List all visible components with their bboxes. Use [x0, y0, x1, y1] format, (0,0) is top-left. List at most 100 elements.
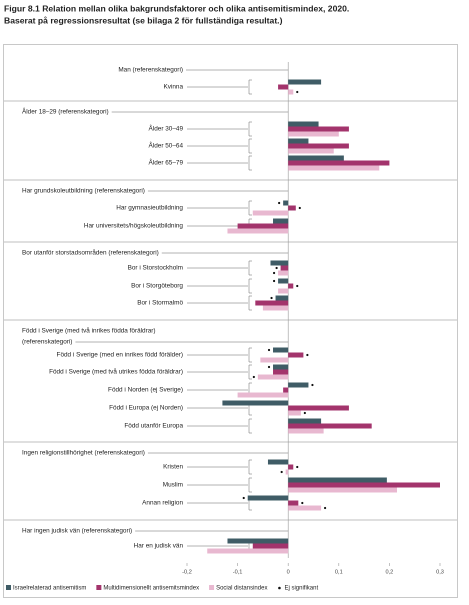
bar — [288, 89, 294, 95]
bar — [278, 288, 289, 294]
category-label: Har en judisk vän — [134, 543, 184, 550]
category-label: Muslim — [163, 482, 183, 489]
bar — [237, 392, 289, 398]
category-label: Har ingen judisk vän (referenskategori) — [22, 528, 132, 535]
bracket — [248, 278, 252, 294]
bar — [257, 374, 289, 380]
category-label: Har universitets/högskoleutbildning — [84, 223, 184, 230]
bar — [288, 487, 397, 493]
ns-dot — [270, 296, 273, 300]
bar — [288, 405, 349, 411]
ns-dot — [252, 375, 255, 379]
bracket — [248, 121, 252, 137]
category-label: Bor i Storstockholm — [128, 265, 183, 272]
bar — [288, 283, 294, 289]
category-label: Ålder 50–64 — [149, 141, 184, 150]
bar — [283, 387, 289, 393]
bar — [288, 410, 301, 416]
ns-dot — [298, 206, 301, 210]
bar — [288, 126, 349, 132]
bracket — [248, 364, 252, 380]
ns-dot — [242, 496, 245, 500]
bracket — [248, 200, 252, 216]
bracket — [248, 347, 252, 363]
bar — [288, 160, 390, 166]
category-label: Kvinna — [163, 84, 183, 91]
bar — [252, 210, 289, 216]
bar — [288, 464, 294, 470]
bar — [270, 260, 289, 266]
bracket — [248, 295, 252, 311]
bracket — [248, 260, 252, 276]
bar — [288, 155, 344, 161]
bar — [262, 305, 289, 311]
bar — [283, 200, 289, 206]
ns-dot — [272, 271, 276, 275]
bracket — [248, 418, 252, 434]
bar — [278, 278, 289, 284]
bar — [288, 138, 309, 144]
bar — [273, 347, 289, 353]
bar — [288, 143, 349, 149]
bar — [255, 300, 289, 306]
category-label: Född i Sverige (med en inrikes född förä… — [57, 352, 183, 359]
x-tick-label: 0,3 — [436, 569, 444, 575]
category-label: Bor i Storgöteborg — [131, 283, 183, 290]
bracket — [248, 79, 252, 95]
category-label: Ålder 18–29 (referenskategori) — [22, 107, 109, 116]
legend-dot — [278, 586, 281, 590]
bar — [227, 228, 289, 234]
legend-swatch — [96, 585, 102, 590]
bar — [288, 121, 319, 127]
ns-dot — [296, 284, 299, 288]
ns-dot — [267, 365, 271, 369]
ns-dot — [311, 383, 314, 387]
x-tick-label: 0 — [287, 569, 290, 575]
ns-dot — [306, 353, 309, 357]
category-label: Annan religion — [142, 500, 183, 507]
category-label: Ålder 30–49 — [149, 124, 184, 133]
bar — [237, 223, 289, 229]
bar — [273, 218, 289, 224]
ns-dot — [267, 348, 271, 352]
bracket — [248, 155, 252, 171]
bar — [222, 400, 289, 406]
bar — [288, 205, 296, 211]
x-tick-label: -0,1 — [233, 569, 243, 575]
x-tick-label: -0,2 — [182, 569, 192, 575]
legend-label: Social distansindex — [216, 586, 267, 592]
bar — [288, 352, 304, 358]
legend-label: Ej signifikant — [284, 586, 318, 592]
category-label: Kristen — [163, 464, 183, 471]
category-label: Ålder 65–79 — [149, 158, 184, 167]
bar — [288, 418, 322, 424]
bar — [273, 369, 289, 375]
bar — [288, 423, 372, 429]
category-label: Bor i Stormalmö — [137, 300, 183, 307]
bar — [278, 84, 289, 90]
category-label: Man (referenskategori) — [118, 67, 183, 74]
bar — [273, 364, 289, 370]
ns-dot — [296, 90, 299, 94]
ns-dot — [272, 279, 276, 283]
ns-dot — [323, 506, 327, 510]
category-label: Född i Europa (ej Norden) — [109, 405, 183, 412]
category-label: (referenskategori) — [22, 339, 72, 346]
category-label: Född i Sverige (med två utrikes födda fö… — [49, 368, 183, 376]
legend-label: Multidimensionellt antisemitsmindex — [103, 586, 199, 592]
legend-label: Israelrelaterad antisemitism — [13, 586, 86, 592]
category-label: Född i Sverige (med två inrikes födda fö… — [22, 327, 156, 335]
legend-swatch — [6, 585, 11, 590]
category-label: Född utanför Europa — [124, 423, 183, 430]
frame — [3, 44, 458, 598]
bar — [288, 428, 324, 434]
bar — [288, 131, 339, 137]
bar — [288, 477, 387, 483]
bar — [288, 482, 440, 488]
bar — [280, 265, 289, 271]
category-label: Ingen religionstillhörighet (referenskat… — [22, 450, 145, 457]
ns-dot — [275, 266, 278, 270]
category-label: Har gymnasieutbildning — [116, 205, 183, 212]
bar — [252, 543, 289, 549]
bar — [267, 459, 289, 465]
